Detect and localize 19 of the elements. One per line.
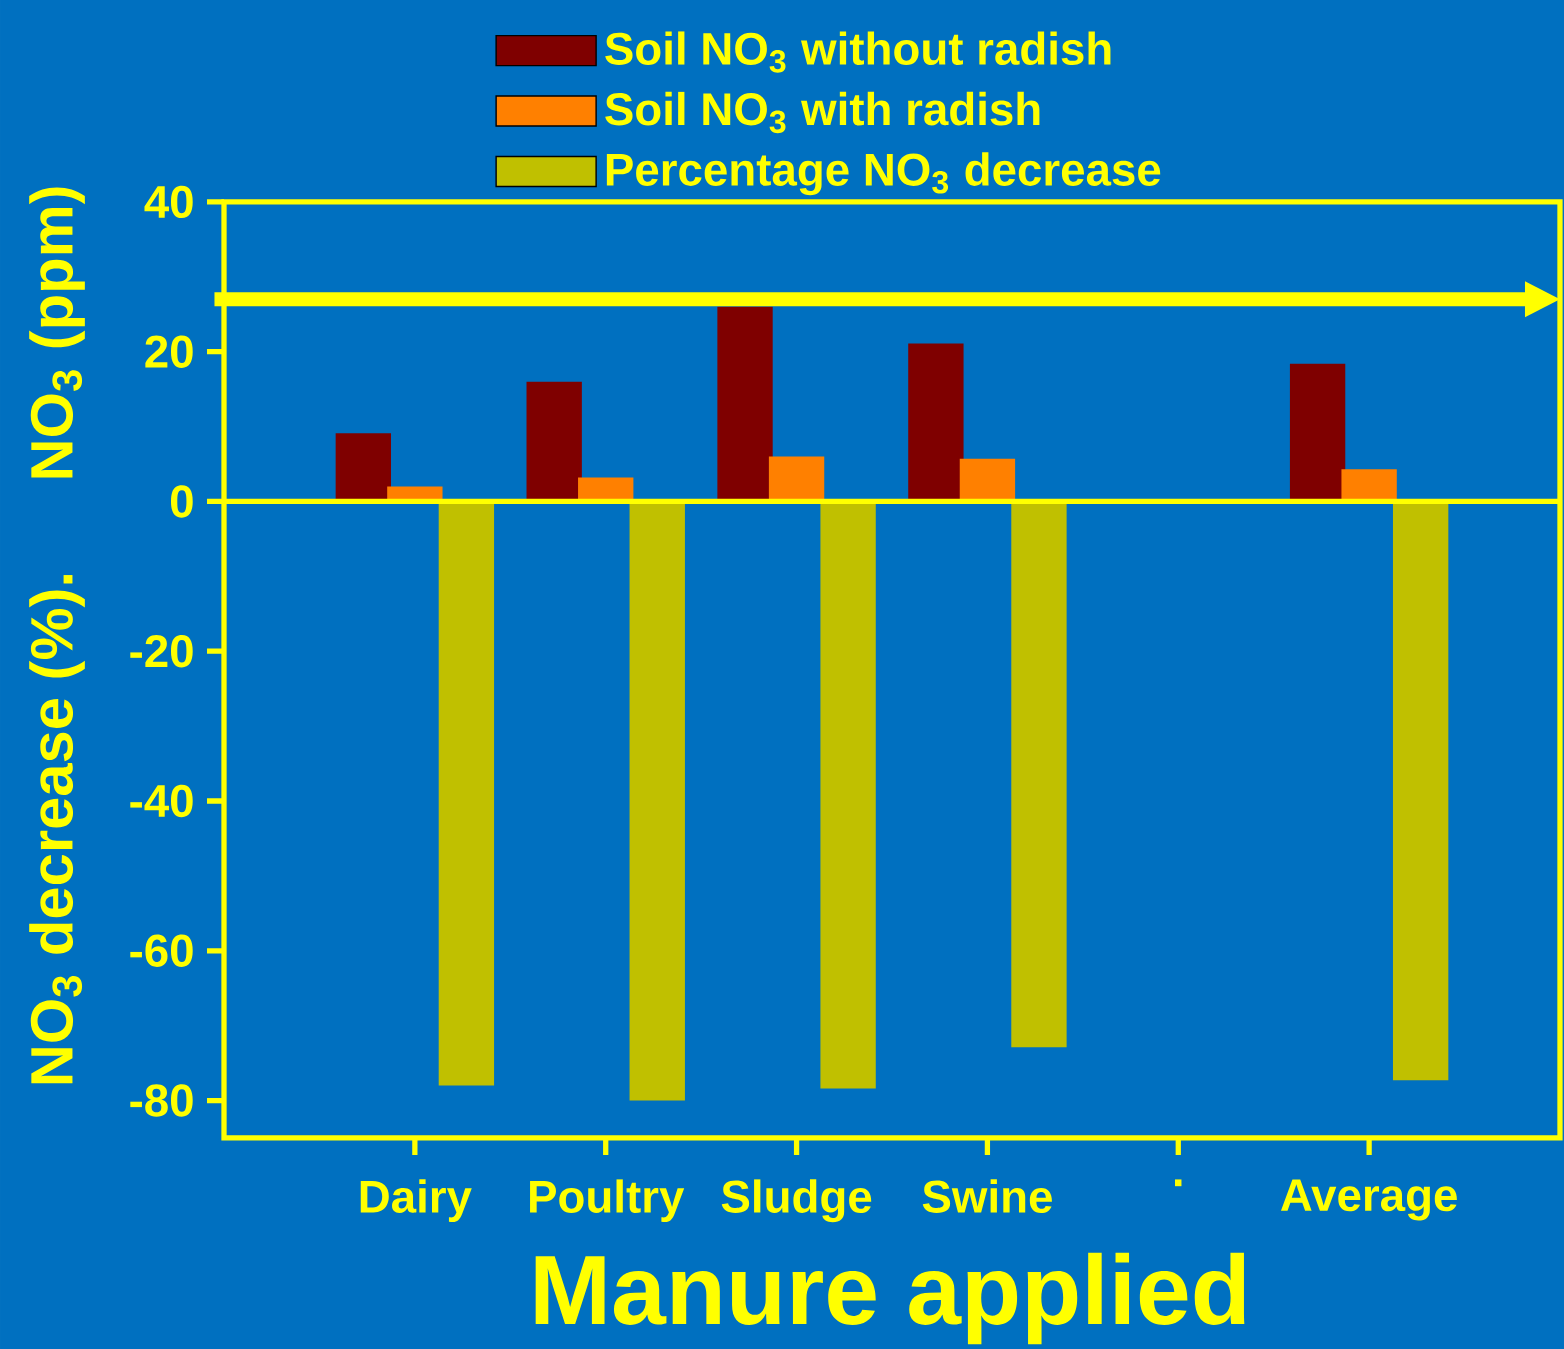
legend-label: Soil NO$_{3}$ without radish: [605, 31, 1111, 73]
x-tick-label: Dairy: [360, 1179, 472, 1222]
x-tick-label: Swine: [922, 1179, 1052, 1213]
x-tick-label: Poultry: [530, 1179, 685, 1222]
y-tick-label: -40: [130, 784, 193, 818]
legend-label: Soil NO$_{3}$ with radish: [605, 91, 1040, 134]
y-tick-label: 40: [144, 185, 193, 219]
y-tick-label: 20: [145, 335, 193, 368]
x-tick-label: Average: [1280, 1179, 1457, 1221]
x-tick-label: Sludge: [721, 1179, 872, 1223]
y-tick-label: -80: [130, 1084, 193, 1117]
y-axis-title: NO$_{3}$ (ppm): [29, 187, 85, 478]
x-tick-label: .: [1175, 1179, 1182, 1187]
legend-label: Percentage NO$_{3}$ decrease: [606, 152, 1161, 196]
y-tick-label: -60: [130, 934, 193, 967]
text: NO$_{3}$ decrease (%).: [29, 575, 85, 1084]
y-tick-label: 0: [171, 485, 193, 518]
x-axis-title: Manure applied: [535, 1252, 1245, 1345]
y-tick-label: -20: [130, 635, 193, 668]
